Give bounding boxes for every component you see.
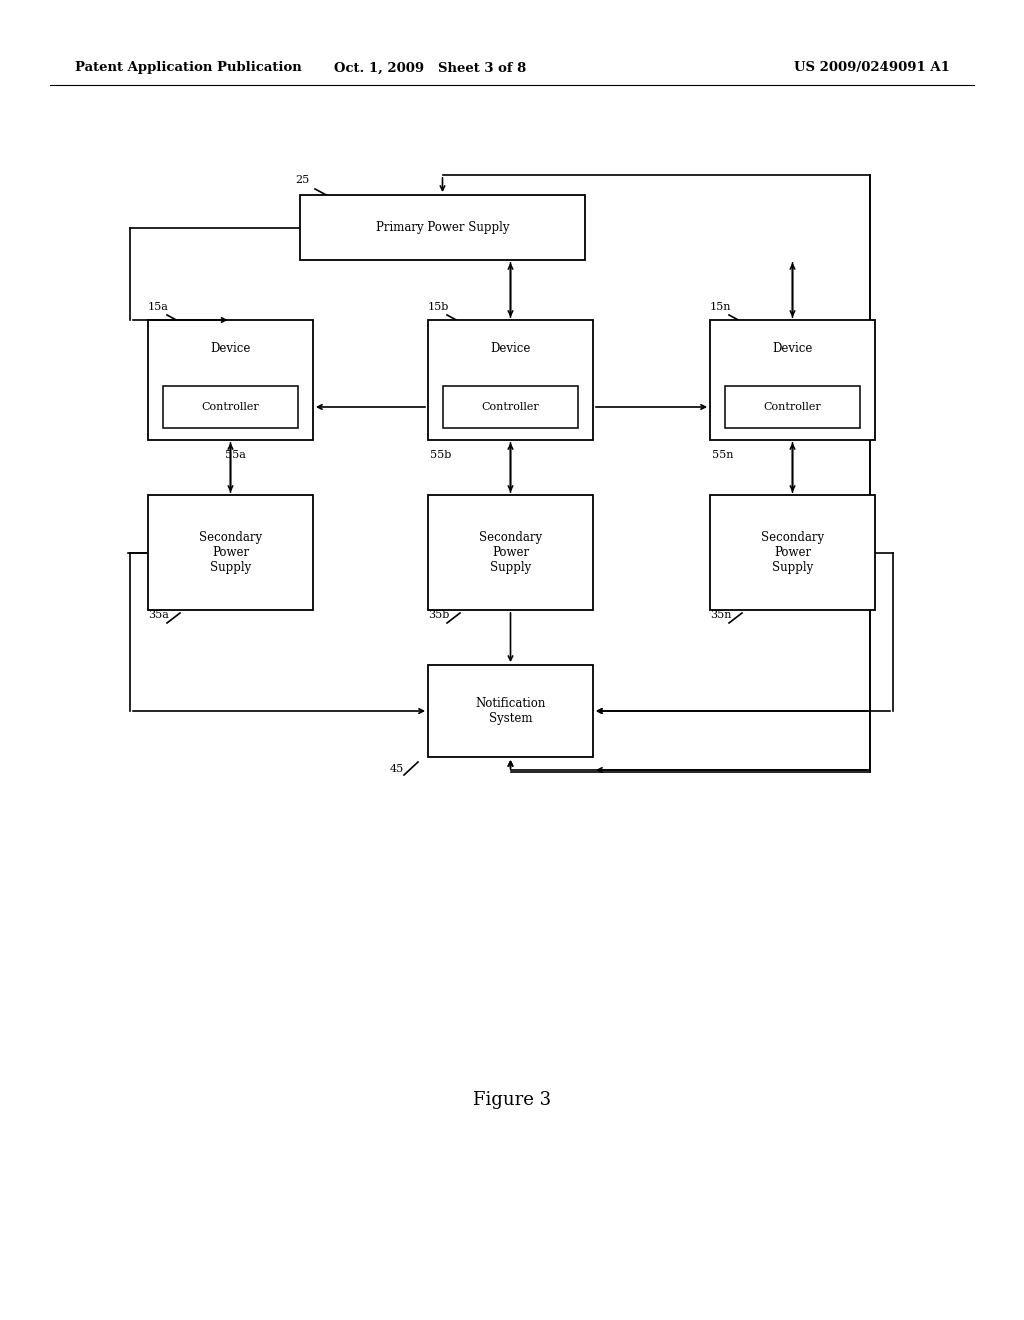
Text: 45: 45 bbox=[390, 764, 404, 774]
Text: Secondary
Power
Supply: Secondary Power Supply bbox=[761, 531, 824, 574]
Text: Primary Power Supply: Primary Power Supply bbox=[376, 220, 509, 234]
Bar bbox=[428, 495, 593, 610]
Text: Oct. 1, 2009   Sheet 3 of 8: Oct. 1, 2009 Sheet 3 of 8 bbox=[334, 62, 526, 74]
Bar bbox=[710, 495, 874, 610]
Text: Controller: Controller bbox=[202, 403, 259, 412]
Text: 15b: 15b bbox=[428, 302, 450, 312]
Bar bbox=[443, 385, 578, 428]
Text: Controller: Controller bbox=[764, 403, 821, 412]
Text: 35a: 35a bbox=[148, 610, 169, 620]
Bar bbox=[710, 319, 874, 440]
Text: Notification
System: Notification System bbox=[475, 697, 546, 725]
Text: 25: 25 bbox=[295, 176, 309, 185]
Bar bbox=[163, 385, 298, 428]
Text: 55b: 55b bbox=[430, 450, 452, 459]
Text: Controller: Controller bbox=[481, 403, 540, 412]
Text: Secondary
Power
Supply: Secondary Power Supply bbox=[479, 531, 542, 574]
Text: 55n: 55n bbox=[712, 450, 733, 459]
Text: Secondary
Power
Supply: Secondary Power Supply bbox=[199, 531, 262, 574]
Text: Patent Application Publication: Patent Application Publication bbox=[75, 62, 302, 74]
Text: 35n: 35n bbox=[710, 610, 731, 620]
Text: US 2009/0249091 A1: US 2009/0249091 A1 bbox=[795, 62, 950, 74]
Text: Device: Device bbox=[490, 342, 530, 355]
Bar bbox=[148, 319, 313, 440]
Text: 35b: 35b bbox=[428, 610, 450, 620]
Text: 15n: 15n bbox=[710, 302, 731, 312]
Bar bbox=[148, 495, 313, 610]
Bar bbox=[428, 319, 593, 440]
Bar bbox=[428, 665, 593, 756]
Bar bbox=[725, 385, 860, 428]
Text: 15a: 15a bbox=[148, 302, 169, 312]
Text: Figure 3: Figure 3 bbox=[473, 1092, 551, 1109]
Bar bbox=[300, 195, 585, 260]
Text: Device: Device bbox=[772, 342, 813, 355]
Text: 55a: 55a bbox=[225, 450, 246, 459]
Text: Device: Device bbox=[210, 342, 251, 355]
